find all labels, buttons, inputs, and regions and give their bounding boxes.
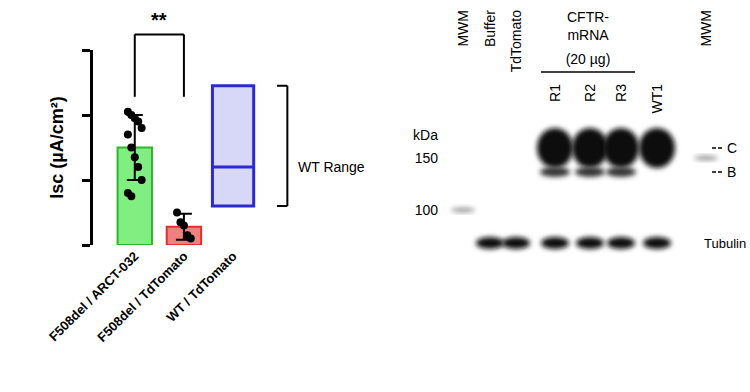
svg-text:F508del / ARCT-032: F508del / ARCT-032 — [46, 249, 142, 345]
svg-text:kDa: kDa — [413, 127, 438, 143]
svg-text:MWM: MWM — [455, 10, 471, 47]
svg-text:TdTomato: TdTomato — [508, 10, 524, 72]
svg-text:Isc (µA/cm²): Isc (µA/cm²) — [47, 96, 67, 198]
svg-text:R1: R1 — [547, 84, 563, 102]
svg-text:100: 100 — [415, 202, 439, 218]
svg-text:CFTR-: CFTR- — [567, 9, 609, 25]
svg-text:150: 150 — [415, 150, 439, 166]
svg-text:MWM: MWM — [698, 10, 714, 47]
svg-text:F508del / TdTomato: F508del / TdTomato — [94, 249, 190, 345]
svg-text:B: B — [727, 164, 736, 180]
svg-text:C: C — [727, 140, 737, 156]
svg-text:R3: R3 — [613, 84, 629, 102]
svg-text:mRNA: mRNA — [567, 27, 609, 43]
svg-text:(20 µg): (20 µg) — [566, 51, 611, 67]
svg-text:WT Range: WT Range — [298, 159, 365, 175]
svg-text:WT1: WT1 — [649, 84, 665, 114]
svg-text:Buffer: Buffer — [482, 10, 498, 47]
svg-text:WT / TdTomato: WT / TdTomato — [163, 249, 239, 325]
svg-text:**: ** — [151, 9, 167, 31]
svg-text:R2: R2 — [582, 84, 598, 102]
svg-text:Tubulin: Tubulin — [704, 236, 746, 251]
